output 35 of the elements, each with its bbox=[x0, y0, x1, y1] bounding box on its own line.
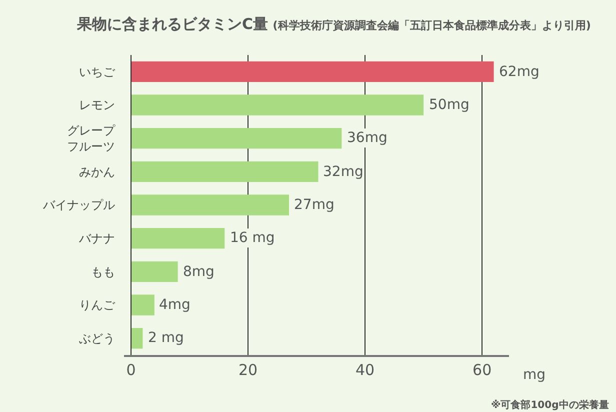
data-label: 8mg bbox=[183, 264, 214, 280]
chart-title: 果物に含まれるビタミンC量 bbox=[76, 15, 268, 34]
data-label: 62mg bbox=[499, 64, 540, 80]
data-label: 32mg bbox=[323, 164, 364, 180]
bar bbox=[131, 194, 289, 216]
bar bbox=[131, 94, 424, 116]
text: ※可食部100g中の栄養量 bbox=[491, 399, 609, 411]
bar bbox=[131, 261, 178, 282]
bar bbox=[131, 228, 225, 249]
bar bbox=[131, 294, 154, 316]
x-tick-label: 40 bbox=[356, 361, 375, 379]
x-tick-label: 20 bbox=[238, 361, 258, 379]
y-tick-label: もも bbox=[91, 264, 115, 279]
y-tick-label: グレープフルーツ bbox=[67, 124, 116, 154]
x-tick-label: 0 bbox=[126, 361, 136, 379]
x-axis-title: mg bbox=[523, 367, 546, 383]
y-tick-label: バイナップル bbox=[42, 198, 115, 212]
data-label: 27mg bbox=[294, 197, 334, 213]
data-label: 4mg bbox=[159, 297, 190, 313]
y-tick-label: りんご bbox=[79, 298, 116, 312]
bar bbox=[131, 61, 494, 82]
bar bbox=[131, 128, 342, 149]
y-tick-label: ぶどう bbox=[79, 332, 115, 346]
data-label: 50mg bbox=[429, 97, 470, 113]
y-tick-label: いちご bbox=[79, 64, 116, 79]
data-label: 2 mg bbox=[148, 330, 184, 346]
y-tick-label: レモン bbox=[79, 98, 115, 112]
data-label: 36mg bbox=[347, 130, 388, 146]
y-tick-label: みかん bbox=[79, 164, 115, 179]
bar bbox=[131, 161, 318, 182]
data-label: 16 mg bbox=[230, 230, 275, 246]
y-tick-label: バナナ bbox=[78, 232, 115, 246]
bar bbox=[131, 328, 143, 349]
x-tick-label: 60 bbox=[472, 361, 492, 379]
chart-subtitle: (科学技術庁資源調査会編「五訂日本食品標準成分表」より引用) bbox=[272, 19, 591, 32]
